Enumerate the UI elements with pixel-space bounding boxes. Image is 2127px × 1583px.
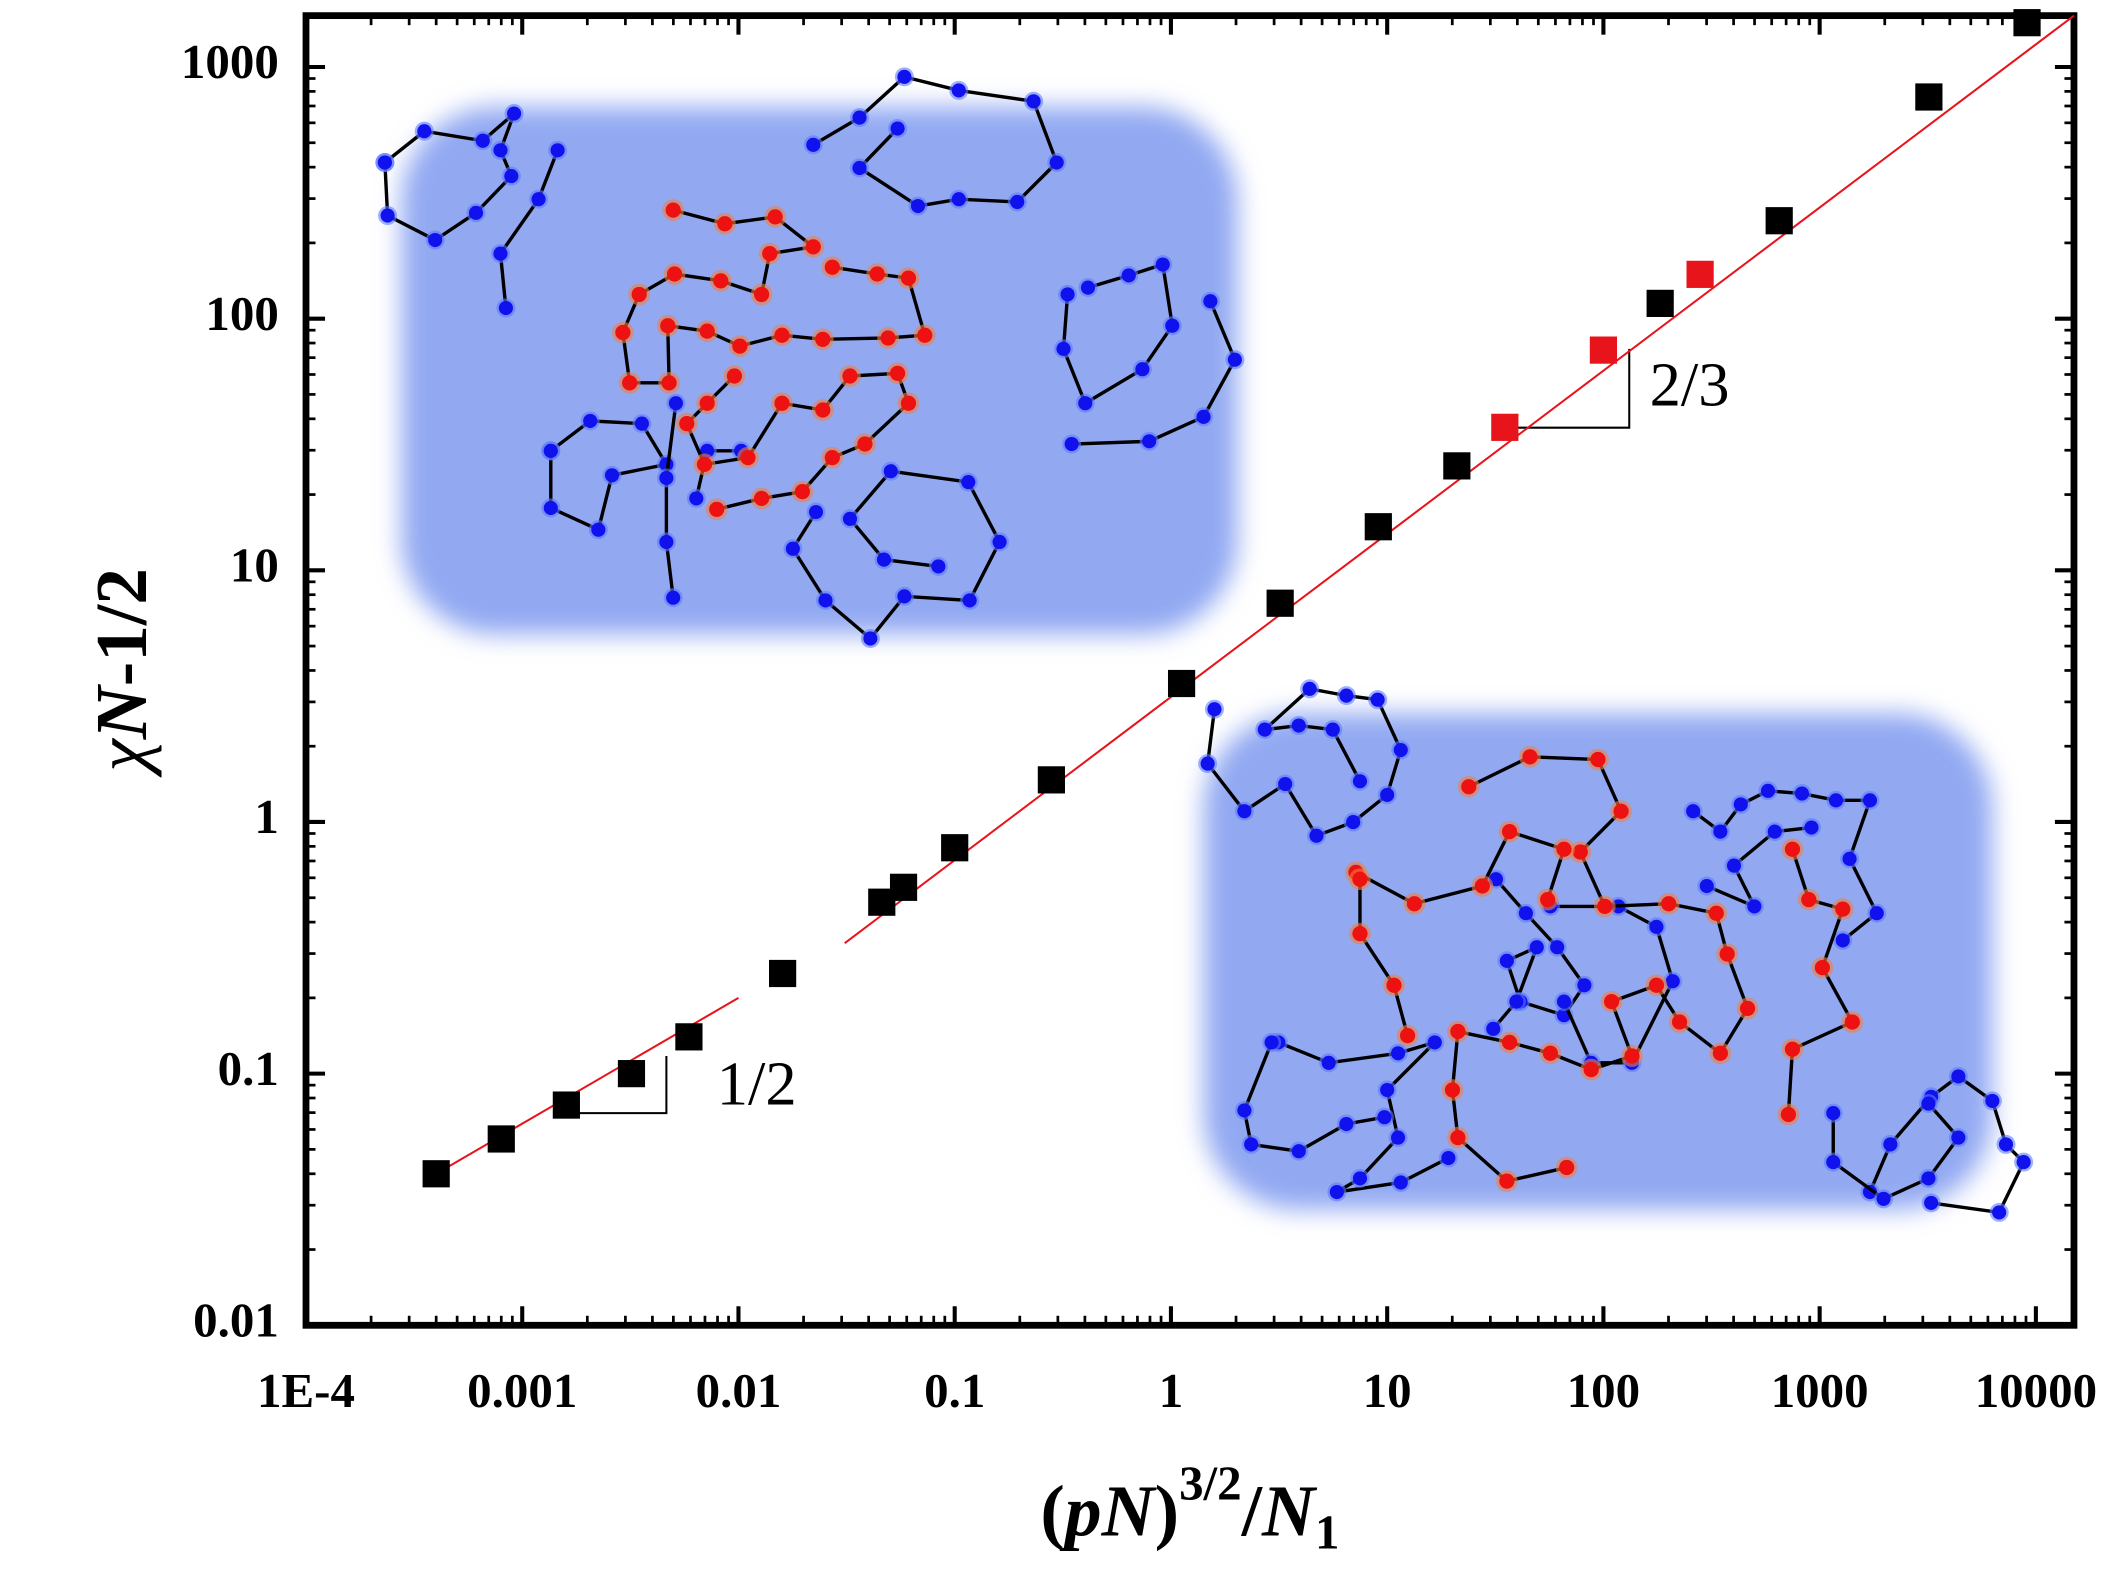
x-label-part: pN: [1059, 1470, 1158, 1551]
y-label-part: N: [81, 683, 162, 740]
x-tick-label: 10: [1363, 1363, 1412, 1418]
y-tick-label: 0.1: [218, 1041, 279, 1096]
data-point: [769, 959, 797, 988]
data-point: [1364, 513, 1392, 541]
data-point: [941, 834, 969, 862]
x-label-part: /: [1241, 1470, 1264, 1551]
data-point: [1443, 452, 1471, 480]
illustration-bottom: [1198, 679, 2034, 1222]
x-label-part: N: [1261, 1470, 1318, 1551]
x-label-part: 1: [1315, 1505, 1339, 1560]
y-label-part: -1/2: [81, 568, 162, 686]
x-tick-label: 100: [1567, 1363, 1640, 1418]
x-tick-label: 0.01: [696, 1363, 782, 1418]
y-axis-label: χN-1/2: [81, 568, 162, 778]
data-point: [2013, 9, 2041, 37]
data-point: [1646, 289, 1674, 317]
data-point: [422, 1160, 450, 1188]
x-tick-label: 0.1: [924, 1363, 985, 1418]
data-point: [1686, 260, 1714, 288]
y-tick-label: 10: [230, 538, 279, 593]
x-tick-label: 1: [1159, 1363, 1183, 1418]
slope-triangles: [564, 348, 1631, 1115]
data-point: [487, 1125, 515, 1153]
x-tick-label: 1000: [1771, 1363, 1869, 1418]
data-point: [617, 1060, 646, 1088]
data-point: [675, 1023, 703, 1051]
data-point: [1915, 83, 1943, 111]
x-label-part: (: [1040, 1470, 1064, 1551]
x-tick-label: 10000: [1975, 1363, 2097, 1418]
data-point: [552, 1091, 580, 1119]
slope-label: 1/2: [717, 1048, 797, 1118]
y-label-part: χ: [81, 738, 162, 778]
data-point: [1037, 766, 1065, 794]
data-point: [889, 873, 918, 901]
y-tick-label: 0.01: [193, 1293, 279, 1348]
x-axis-label: (pN)3/2/N1: [1040, 1456, 1339, 1560]
data-point: [1167, 669, 1196, 698]
x-label-part: 3/2: [1179, 1456, 1242, 1511]
data-point: [1589, 336, 1618, 364]
data-point: [1765, 207, 1793, 235]
x-label-part: ): [1155, 1470, 1179, 1551]
x-tick-label: 0.001: [467, 1363, 577, 1418]
y-tick-label: 1000: [181, 34, 279, 89]
illustration-top: [375, 67, 1245, 649]
y-tick-label: 1: [254, 789, 278, 844]
y-tick-label: 100: [205, 286, 278, 341]
x-tick-label: 1E-4: [257, 1363, 355, 1418]
data-point: [1266, 589, 1294, 617]
data-point: [1491, 413, 1519, 441]
slope-label: 2/3: [1650, 349, 1730, 419]
